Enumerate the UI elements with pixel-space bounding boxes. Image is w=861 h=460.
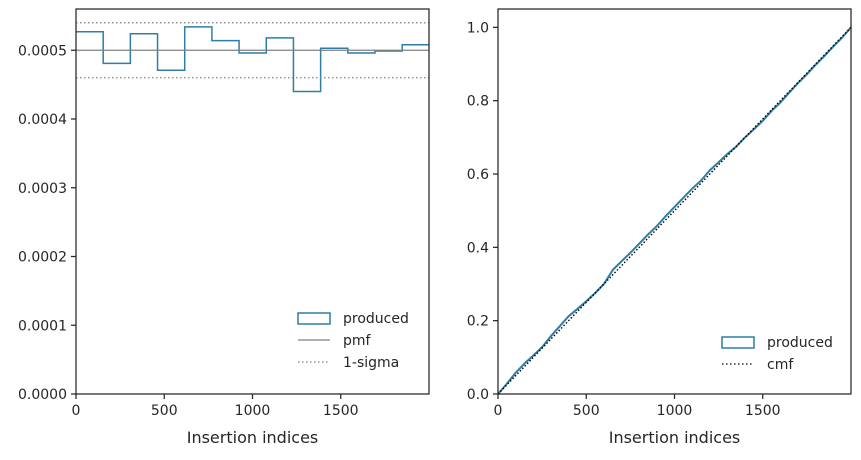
left-x-axis-label: Insertion indices xyxy=(187,428,319,447)
left-series-produced-step xyxy=(76,26,429,93)
left-y-tick-label: 0.0003 xyxy=(18,181,67,197)
left-y-tick-label: 0.0005 xyxy=(18,43,67,59)
right-series-cmf-line xyxy=(497,26,852,395)
left-legend-swatch-produced xyxy=(297,312,331,325)
left-x-tick-label: 500 xyxy=(151,403,178,419)
left-y-tick-label: 0.0001 xyxy=(18,318,67,334)
left-legend-label-1-sigma: 1-sigma xyxy=(343,355,399,371)
right-legend-label-produced: produced xyxy=(767,335,833,351)
left-legend-label-produced: produced xyxy=(343,311,409,327)
left-x-tick-label: 1000 xyxy=(235,403,271,419)
left-legend: produced pmf 1-sigma xyxy=(297,311,409,371)
right-y-tick-label: 1.0 xyxy=(467,20,489,36)
right-x-tick-label: 0 xyxy=(494,403,503,419)
left-x-tick-label: 1500 xyxy=(323,403,359,419)
right-x-tick-label: 1000 xyxy=(657,403,693,419)
left-legend-label-pmf: pmf xyxy=(343,333,372,349)
right-y-tick-label: 0.8 xyxy=(467,94,489,110)
left-x-tick-label: 0 xyxy=(72,403,81,419)
left-ticks: 0 500 1000 1500 0.0000 0.0001 0.0002 0.0003 0.00… xyxy=(18,43,359,419)
right-y-tick-label: 0.6 xyxy=(467,167,489,183)
right-legend-label-cmf: cmf xyxy=(767,357,794,373)
right-x-tick-label: 1500 xyxy=(745,403,781,419)
right-x-tick-label: 500 xyxy=(573,403,600,419)
right-ticks: 0 500 1000 1500 0.0 0.2 0.4 0.6 0.8 1.0 xyxy=(467,20,781,419)
right-legend-swatch-produced xyxy=(721,336,755,349)
left-y-tick-label: 0.0002 xyxy=(18,250,67,266)
right-legend: produced cmf xyxy=(721,335,833,373)
right-x-axis-label: Insertion indices xyxy=(609,428,741,447)
right-plot-panel: 0 500 1000 1500 0.0 0.2 0.4 0.6 0.8 1.0 Insertion… xyxy=(467,8,852,447)
left-y-tick-label: 0.0004 xyxy=(18,112,67,128)
right-y-tick-label: 0.0 xyxy=(467,387,489,403)
left-y-tick-label: 0.0000 xyxy=(18,387,67,403)
right-series-produced-line xyxy=(497,26,852,395)
left-plot-area xyxy=(76,22,429,93)
right-y-tick-label: 0.2 xyxy=(467,314,489,330)
left-axes-frame xyxy=(75,8,430,395)
right-plot-area xyxy=(497,26,852,395)
right-y-tick-label: 0.4 xyxy=(467,240,489,256)
left-plot-panel: 0 500 1000 1500 0.0000 0.0001 0.0002 0.0003 0.00… xyxy=(18,8,430,447)
